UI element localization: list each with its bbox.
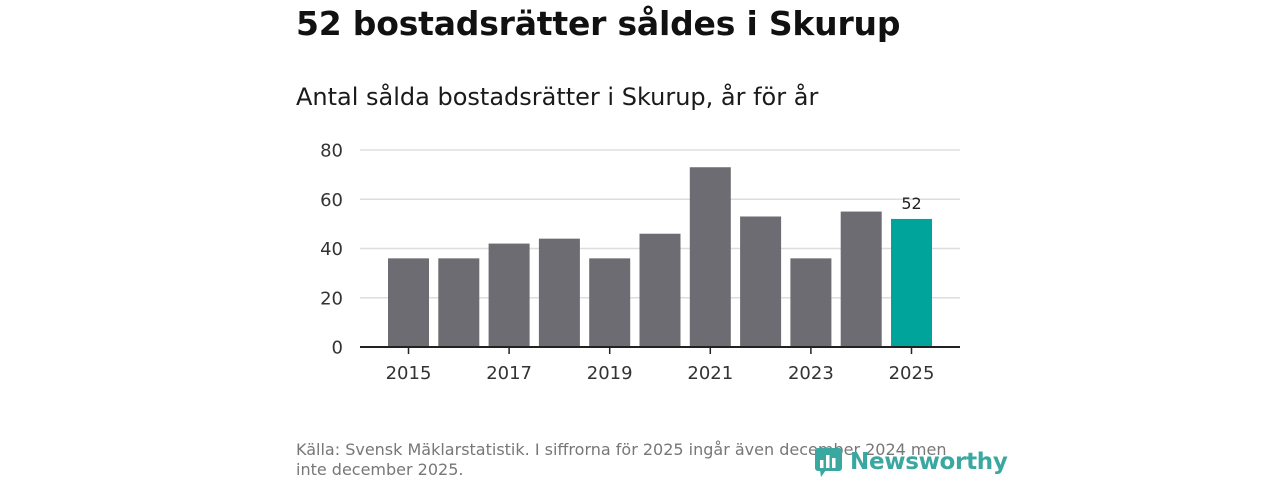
bar-2019 [589, 258, 631, 347]
bar-2021 [689, 167, 731, 347]
data-label-2025: 52 [901, 194, 921, 213]
x-tick-label-2021: 2021 [687, 363, 733, 384]
bars [388, 167, 932, 347]
bar-2018 [538, 238, 580, 347]
y-axis-labels: 0 20 40 60 80 [320, 141, 343, 359]
newsworthy-logo-icon [815, 448, 842, 477]
bar-2016 [438, 258, 480, 347]
data-labels: 52 [901, 194, 921, 213]
y-tick-label-40: 40 [320, 239, 343, 260]
chart-subtitle: Antal sålda bostadsrätter i Skurup, år f… [296, 83, 819, 111]
bar-2015 [388, 258, 429, 347]
bar-2017 [488, 243, 530, 347]
y-tick-label-20: 20 [320, 288, 343, 309]
newsworthy-logo-text: Newsworthy [850, 449, 1008, 475]
x-tick-label-2023: 2023 [788, 363, 834, 384]
x-axis-ticks [407, 347, 913, 354]
x-tick-label-2015: 2015 [386, 363, 432, 384]
y-tick-label-80: 80 [320, 141, 343, 162]
bar-2023 [790, 258, 832, 347]
x-tick-label-2019: 2019 [587, 363, 633, 384]
chart-title: 52 bostadsrätter såldes i Skurup [296, 4, 901, 43]
x-axis-labels: 2015 2017 2019 2021 2023 2025 [386, 363, 935, 384]
newsworthy-logo: Newsworthy [814, 444, 1008, 480]
y-tick-label-0: 0 [332, 338, 343, 359]
x-tick-label-2017: 2017 [486, 363, 532, 384]
source-note: Källa: Svensk Mäklarstatistik. I siffror… [296, 440, 947, 479]
bar-2024 [840, 211, 882, 347]
bar-2025 [891, 218, 932, 347]
bar-2022 [740, 216, 782, 347]
y-tick-label-60: 60 [320, 190, 343, 211]
x-tick-label-2025: 2025 [889, 363, 935, 384]
bar-2020 [639, 233, 681, 347]
